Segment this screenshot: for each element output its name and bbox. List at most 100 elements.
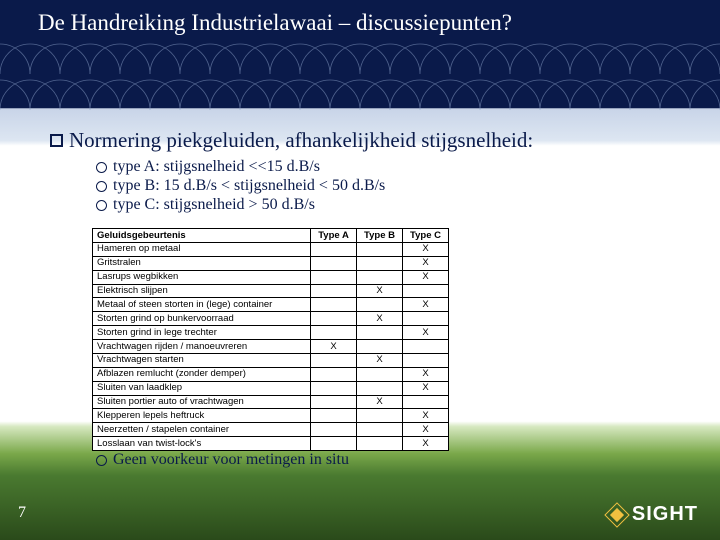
table-header-row: Geluidsgebeurtenis Type A Type B Type C bbox=[93, 229, 449, 243]
cell-mark bbox=[357, 423, 403, 437]
circle-bullet-icon bbox=[96, 455, 107, 466]
cell-event: Losslaan van twist-lock's bbox=[93, 437, 311, 451]
table-row: Klepperen lepels heftruck X bbox=[93, 409, 449, 423]
col-header-b: Type B bbox=[357, 229, 403, 243]
circle-bullet-icon bbox=[96, 181, 107, 192]
table-row: Neerzetten / stapelen containerX bbox=[93, 423, 449, 437]
cell-mark bbox=[311, 353, 357, 367]
cell-mark bbox=[311, 381, 357, 395]
cell-mark: X bbox=[403, 298, 449, 312]
cell-mark: X bbox=[403, 381, 449, 395]
cell-mark bbox=[403, 312, 449, 326]
cell-mark: X bbox=[357, 312, 403, 326]
table-row: Vrachtwagen starten X bbox=[93, 353, 449, 367]
sub-bullet-item: type C: stijgsnelheid > 50 d.B/s bbox=[96, 196, 385, 214]
cell-mark bbox=[311, 423, 357, 437]
cell-mark bbox=[357, 381, 403, 395]
cell-event: Vrachtwagen starten bbox=[93, 353, 311, 367]
table-body: Hameren op metaalXGritstralenXLasrups we… bbox=[93, 242, 449, 450]
slide: De Handreiking Industrielawaai – discuss… bbox=[0, 0, 720, 540]
cell-mark bbox=[311, 256, 357, 270]
table-row: Lasrups wegbikken X bbox=[93, 270, 449, 284]
cell-mark: X bbox=[311, 340, 357, 354]
table-row: Sluiten van laadklep X bbox=[93, 381, 449, 395]
col-header-event: Geluidsgebeurtenis bbox=[93, 229, 311, 243]
cell-event: Storten grind op bunkervoorraad bbox=[93, 312, 311, 326]
cell-mark: X bbox=[403, 437, 449, 451]
cell-event: Klepperen lepels heftruck bbox=[93, 409, 311, 423]
page-number: 7 bbox=[18, 504, 26, 522]
cell-mark bbox=[357, 409, 403, 423]
cell-mark bbox=[403, 284, 449, 298]
logo-diamond-icon bbox=[604, 502, 629, 527]
cell-event: Neerzetten / stapelen container bbox=[93, 423, 311, 437]
circle-bullet-icon bbox=[96, 200, 107, 211]
cell-mark bbox=[311, 409, 357, 423]
cell-mark bbox=[311, 270, 357, 284]
footer-bullet-text: Geen voorkeur voor metingen in situ bbox=[113, 451, 349, 469]
cell-mark: X bbox=[357, 284, 403, 298]
cell-mark bbox=[311, 326, 357, 340]
table-row: Gritstralen X bbox=[93, 256, 449, 270]
cell-event: Sluiten portier auto of vrachtwagen bbox=[93, 395, 311, 409]
cell-mark bbox=[403, 353, 449, 367]
cell-mark bbox=[357, 298, 403, 312]
table-row: Afblazen remlucht (zonder demper) X bbox=[93, 367, 449, 381]
cell-mark: X bbox=[403, 256, 449, 270]
cell-event: Vrachtwagen rijden / manoeuvreren bbox=[93, 340, 311, 354]
square-bullet-icon bbox=[50, 134, 63, 147]
sub-bullet-item: type A: stijgsnelheid <<15 d.B/s bbox=[96, 158, 385, 176]
sight-logo: SIGHT bbox=[608, 503, 698, 526]
cell-mark bbox=[311, 312, 357, 326]
cell-mark bbox=[311, 298, 357, 312]
sub-bullet-list: type A: stijgsnelheid <<15 d.B/s type B:… bbox=[96, 158, 385, 215]
cell-mark: X bbox=[357, 353, 403, 367]
table-row: Metaal of steen storten in (lege) contai… bbox=[93, 298, 449, 312]
sub-bullet-item: type B: 15 d.B/s < stijgsnelheid < 50 d.… bbox=[96, 177, 385, 195]
cell-mark bbox=[311, 367, 357, 381]
table-row: Vrachtwagen rijden / manoeuvrerenX bbox=[93, 340, 449, 354]
main-bullet-text: Normering piekgeluiden, afhankelijkheid … bbox=[69, 128, 533, 153]
cell-mark bbox=[311, 242, 357, 256]
cell-mark bbox=[357, 242, 403, 256]
cell-event: Metaal of steen storten in (lege) contai… bbox=[93, 298, 311, 312]
logo-text: SIGHT bbox=[632, 503, 698, 526]
cell-mark: X bbox=[403, 270, 449, 284]
cell-mark bbox=[357, 256, 403, 270]
decorative-lattice bbox=[0, 38, 720, 110]
col-header-a: Type A bbox=[311, 229, 357, 243]
cell-mark: X bbox=[357, 395, 403, 409]
cell-mark bbox=[311, 437, 357, 451]
cell-mark bbox=[357, 340, 403, 354]
cell-event: Hameren op metaal bbox=[93, 242, 311, 256]
sub-bullet-text: type C: stijgsnelheid > 50 d.B/s bbox=[113, 196, 315, 214]
table-row: Sluiten portier auto of vrachtwagen X bbox=[93, 395, 449, 409]
cell-mark bbox=[311, 395, 357, 409]
cell-mark: X bbox=[403, 367, 449, 381]
cell-event: Gritstralen bbox=[93, 256, 311, 270]
sub-bullet-text: type B: 15 d.B/s < stijgsnelheid < 50 d.… bbox=[113, 177, 385, 195]
cell-mark: X bbox=[403, 242, 449, 256]
cell-mark bbox=[403, 395, 449, 409]
cell-event: Storten grind in lege trechter bbox=[93, 326, 311, 340]
cell-mark: X bbox=[403, 326, 449, 340]
cell-event: Lasrups wegbikken bbox=[93, 270, 311, 284]
cell-event: Afblazen remlucht (zonder demper) bbox=[93, 367, 311, 381]
table-row: Storten grind op bunkervoorraad X bbox=[93, 312, 449, 326]
table-row: Losslaan van twist-lock's X bbox=[93, 437, 449, 451]
cell-mark: X bbox=[403, 409, 449, 423]
sound-event-table: Geluidsgebeurtenis Type A Type B Type C … bbox=[92, 228, 449, 451]
table-row: Storten grind in lege trechter X bbox=[93, 326, 449, 340]
cell-mark bbox=[357, 437, 403, 451]
circle-bullet-icon bbox=[96, 162, 107, 173]
cell-event: Sluiten van laadklep bbox=[93, 381, 311, 395]
cell-mark bbox=[403, 340, 449, 354]
col-header-c: Type C bbox=[403, 229, 449, 243]
table-row: Hameren op metaal X bbox=[93, 242, 449, 256]
cell-event: Elektrisch slijpen bbox=[93, 284, 311, 298]
cell-mark bbox=[311, 284, 357, 298]
slide-title: De Handreiking Industrielawaai – discuss… bbox=[38, 10, 512, 36]
cell-mark bbox=[357, 270, 403, 284]
footer-bullet: Geen voorkeur voor metingen in situ bbox=[96, 451, 349, 469]
table-row: Elektrisch slijpen X bbox=[93, 284, 449, 298]
